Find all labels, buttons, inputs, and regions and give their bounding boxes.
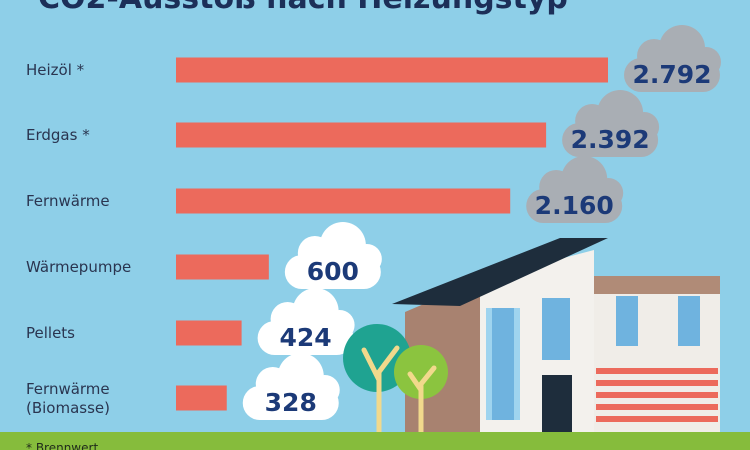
bar: [176, 254, 269, 280]
category-label: Fernwärme: [26, 192, 110, 210]
category-label-line: Fernwärme: [26, 380, 110, 398]
bar: [176, 188, 511, 214]
value-label: 2.160: [535, 191, 614, 220]
category-label-line: Wärmepumpe: [26, 258, 131, 276]
value-cloud: [526, 156, 624, 223]
value-label: 424: [280, 323, 332, 352]
category-label-line: Pellets: [26, 324, 75, 342]
value-cloud: [562, 90, 660, 157]
category-label: Wärmepumpe: [26, 258, 131, 276]
value-cloud: [284, 222, 382, 289]
category-label: Pellets: [26, 324, 75, 342]
value-label: 600: [307, 257, 359, 286]
category-label-line: Erdgas *: [26, 126, 90, 144]
value-label: 2.392: [571, 125, 650, 154]
bar: [176, 385, 227, 411]
tree-icon: [343, 324, 448, 435]
value-label: 328: [265, 388, 317, 417]
house-icon: [392, 238, 720, 432]
bar: [176, 122, 547, 148]
category-label: Fernwärme (Biomasse): [26, 380, 110, 417]
value-cloud: [624, 25, 721, 92]
category-label-line: Fernwärme: [26, 192, 110, 210]
chart-title: CO2-Ausstoß nach Heizungstyp: [38, 0, 568, 16]
ground: [0, 432, 750, 450]
bar: [176, 57, 608, 83]
bar: [176, 320, 242, 346]
value-label: 2.792: [632, 60, 711, 89]
category-label: Erdgas *: [26, 126, 90, 144]
bars-layer: Heizöl * 2.792 Erdgas * 2.392 Fernwärme 2.160…: [26, 25, 721, 420]
value-cloud: [257, 288, 355, 355]
footnote: * Brennwert: [26, 441, 98, 450]
category-label: Heizöl *: [26, 61, 85, 79]
category-label-line: (Biomasse): [26, 399, 110, 417]
category-label-line: Heizöl *: [26, 61, 85, 79]
value-cloud: [242, 353, 340, 420]
